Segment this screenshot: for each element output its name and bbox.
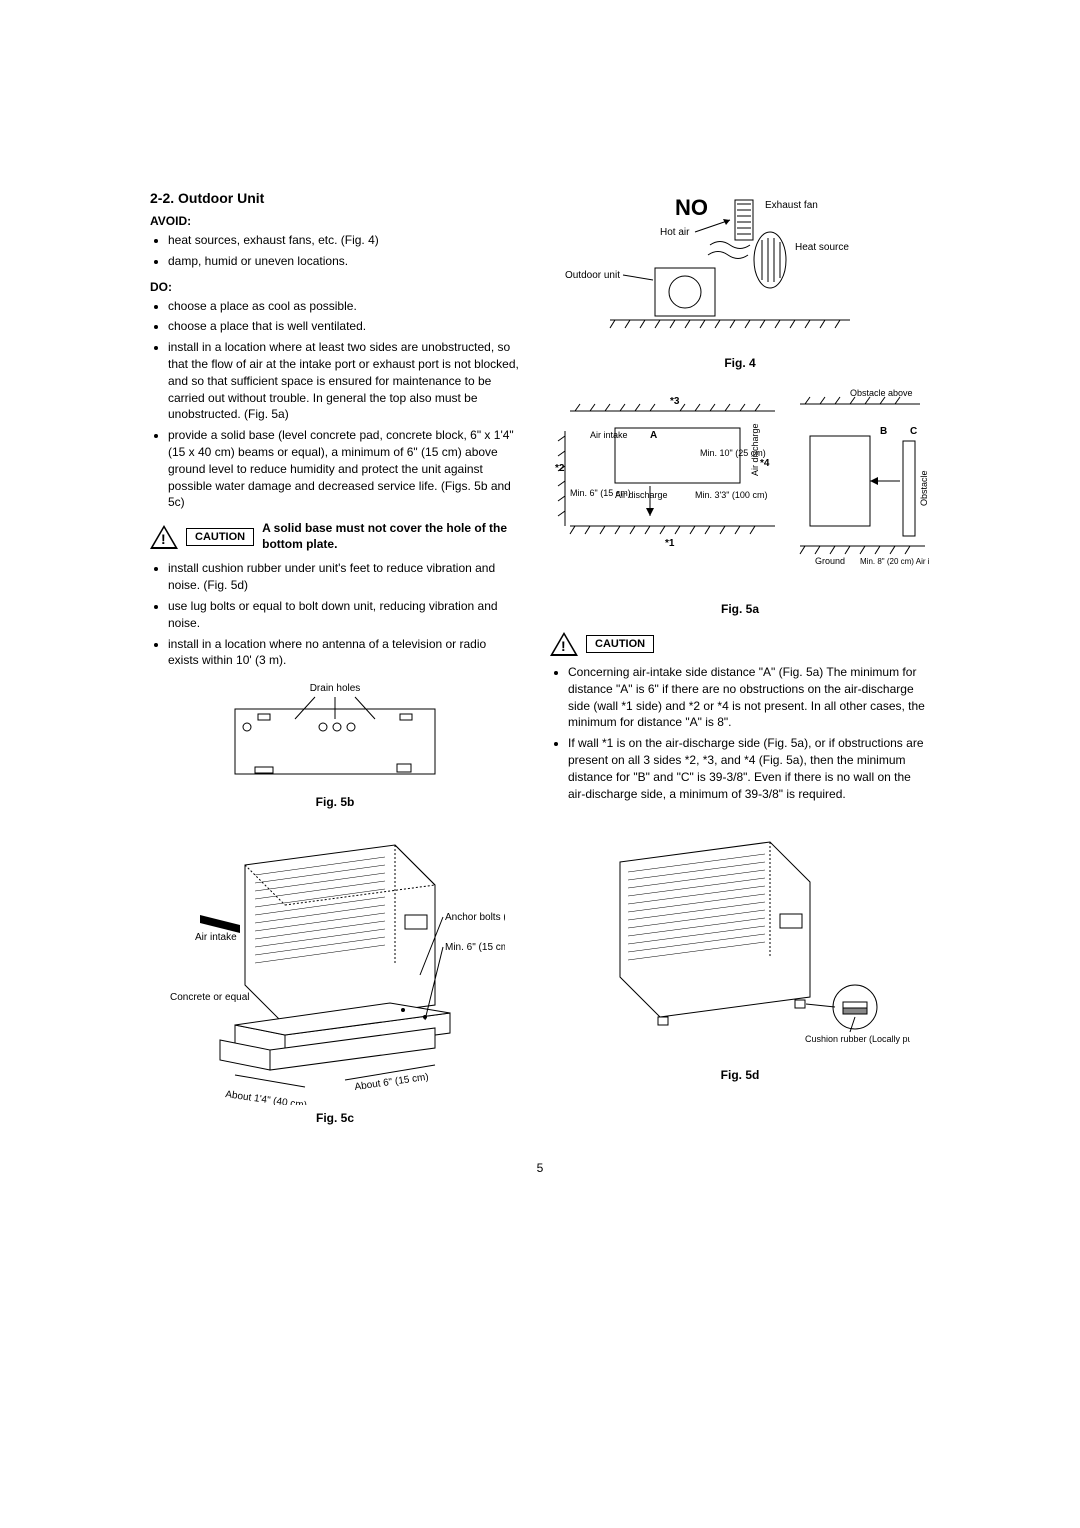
list-item: use lug bolts or equal to bolt down unit… bbox=[168, 598, 520, 632]
fig5a-airdischargeV: Air discharge bbox=[750, 423, 760, 476]
fig5a-B: B bbox=[880, 426, 887, 437]
section-heading: 2-2. Outdoor Unit bbox=[150, 190, 520, 206]
fig4-outdoor: Outdoor unit bbox=[565, 270, 620, 281]
do-list: choose a place as cool as possible. choo… bbox=[150, 298, 520, 512]
fig5a-min8: Min. 8" (20 cm) Air intake bbox=[860, 557, 930, 566]
list-item: install in a location where no antenna o… bbox=[168, 636, 520, 670]
fig4-exhaust: Exhaust fan bbox=[765, 200, 818, 211]
fig5a-obstacle: Obstacle bbox=[919, 470, 929, 506]
figure-5b: Drain holes Fig. 5b bbox=[150, 679, 520, 809]
fig5a-obsabove: Obstacle above bbox=[850, 388, 913, 398]
fig5c-anchor: Anchor bolts (4 pcs.) bbox=[445, 912, 505, 923]
list-item: install in a location where at least two… bbox=[168, 339, 520, 423]
page-number: 5 bbox=[150, 1161, 930, 1175]
avoid-list: heat sources, exhaust fans, etc. (Fig. 4… bbox=[150, 232, 520, 270]
figure-4: NO Exhaust fan Heat source Hot air bbox=[550, 190, 930, 370]
left-column: 2-2. Outdoor Unit AVOID: heat sources, e… bbox=[150, 190, 520, 1141]
avoid-heading: AVOID: bbox=[150, 214, 520, 228]
right-notes: Concerning air-intake side distance "A" … bbox=[550, 664, 930, 802]
list-item: install cushion rubber under unit's feet… bbox=[168, 560, 520, 594]
do-list-2: install cushion rubber under unit's feet… bbox=[150, 560, 520, 669]
fig5c-concrete: Concrete or equal bbox=[170, 992, 250, 1003]
fig5c-about40: About 1'4" (40 cm) bbox=[225, 1089, 308, 1105]
fig5d-cushion: Cushion rubber (Locally purchased) bbox=[805, 1034, 910, 1044]
fig4-heatsource: Heat source bbox=[795, 242, 849, 253]
list-item: provide a solid base (level concrete pad… bbox=[168, 427, 520, 511]
fig5a-caption: Fig. 5a bbox=[550, 602, 930, 616]
list-item: heat sources, exhaust fans, etc. (Fig. 4… bbox=[168, 232, 520, 249]
figure-5d: Cushion rubber (Locally purchased) Fig. … bbox=[550, 832, 930, 1082]
list-item: choose a place as cool as possible. bbox=[168, 298, 520, 315]
fig5a-C: C bbox=[910, 426, 917, 437]
figure-5a: *3 Air intake A Min. 10" (25 cm) *2 Min.… bbox=[550, 386, 930, 616]
do-heading: DO: bbox=[150, 280, 520, 294]
fig5a-s2: *2 bbox=[555, 463, 565, 474]
fig5a-ground: Ground bbox=[815, 556, 845, 566]
fig5a-s4: *4 bbox=[760, 458, 770, 469]
fig5a-A: A bbox=[650, 430, 657, 441]
fig4-hotair: Hot air bbox=[660, 227, 690, 238]
list-item: damp, humid or uneven locations. bbox=[168, 253, 520, 270]
caution-label: CAUTION bbox=[586, 635, 654, 653]
fig4-no: NO bbox=[675, 195, 708, 220]
figure-5c: Air intake Concrete or equal Anchor bolt… bbox=[150, 825, 520, 1125]
fig5c-min6: Min. 6" (15 cm) bbox=[445, 942, 505, 953]
fig4-caption: Fig. 4 bbox=[550, 356, 930, 370]
fig5a-min33: Min. 3'3" (100 cm) bbox=[695, 490, 767, 500]
list-item: If wall *1 is on the air-discharge side … bbox=[568, 735, 930, 802]
caution-block-2: ! CAUTION bbox=[550, 632, 930, 656]
fig5c-about15: About 6" (15 cm) bbox=[354, 1072, 430, 1093]
fig5a-airdischarge: Air discharge bbox=[615, 490, 668, 500]
right-column: NO Exhaust fan Heat source Hot air bbox=[550, 190, 930, 1141]
caution-block-1: ! CAUTION A solid base must not cover th… bbox=[150, 521, 520, 552]
list-item: Concerning air-intake side distance "A" … bbox=[568, 664, 930, 731]
warning-icon: ! bbox=[550, 632, 578, 656]
section-title: Outdoor Unit bbox=[178, 190, 264, 206]
fig5a-s1: *1 bbox=[665, 538, 675, 549]
caution-label: CAUTION bbox=[186, 528, 254, 546]
fig5b-caption: Fig. 5b bbox=[150, 795, 520, 809]
warning-icon: ! bbox=[150, 525, 178, 549]
caution-text: A solid base must not cover the hole of … bbox=[262, 521, 520, 552]
fig5a-s3: *3 bbox=[670, 396, 680, 407]
fig5c-airintake: Air intake bbox=[195, 932, 237, 943]
drain-holes-label: Drain holes bbox=[310, 683, 361, 694]
section-num: 2-2. bbox=[150, 190, 174, 206]
page: 2-2. Outdoor Unit AVOID: heat sources, e… bbox=[150, 190, 930, 1175]
fig5d-caption: Fig. 5d bbox=[550, 1068, 930, 1082]
fig5a-airintake: Air intake bbox=[590, 430, 628, 440]
list-item: choose a place that is well ventilated. bbox=[168, 318, 520, 335]
fig5c-caption: Fig. 5c bbox=[150, 1111, 520, 1125]
